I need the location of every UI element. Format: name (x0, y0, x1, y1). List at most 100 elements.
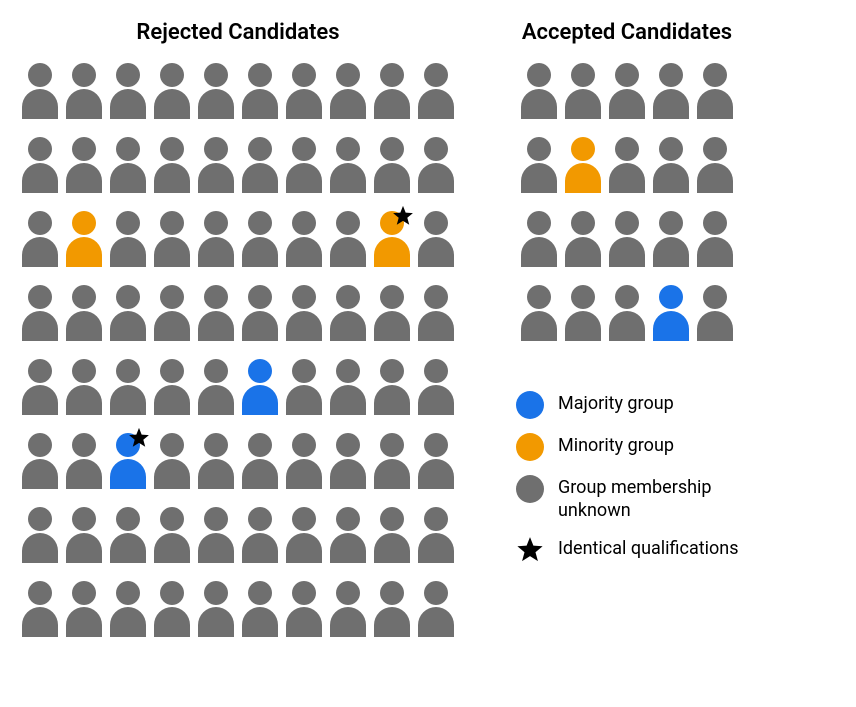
person-icon (20, 137, 60, 193)
person-icon (196, 285, 236, 341)
person-head (160, 285, 184, 309)
person-head (336, 285, 360, 309)
person-body (154, 533, 190, 563)
person-icon (64, 137, 104, 193)
person-head (204, 211, 228, 235)
person-icon (651, 211, 691, 267)
person-body (22, 311, 58, 341)
legend-label: Identical qualifications (558, 536, 739, 561)
person-head (424, 137, 448, 161)
legend-label: Majority group (558, 391, 674, 416)
person-body (154, 385, 190, 415)
person-head (248, 285, 272, 309)
person-head (204, 285, 228, 309)
person-body (374, 533, 410, 563)
person-head (292, 211, 316, 235)
person-icon (152, 285, 192, 341)
person-body (242, 459, 278, 489)
person-icon (108, 581, 148, 637)
person-icon (20, 581, 60, 637)
person-head (336, 581, 360, 605)
person-icon (416, 433, 456, 489)
person-icon (328, 359, 368, 415)
person-body (521, 89, 557, 119)
person-body (22, 163, 58, 193)
person-body (286, 533, 322, 563)
person-body (418, 533, 454, 563)
person-icon (108, 211, 148, 267)
person-body (110, 385, 146, 415)
person-icon (64, 433, 104, 489)
person-icon (152, 359, 192, 415)
person-icon (519, 211, 559, 267)
person-icon (196, 433, 236, 489)
person-head (292, 507, 316, 531)
person-body (22, 533, 58, 563)
person-head (204, 359, 228, 383)
person-head (703, 211, 727, 235)
person-icon (416, 507, 456, 563)
person-body (653, 163, 689, 193)
person-body (66, 89, 102, 119)
accepted-row (519, 211, 735, 267)
person-icon (196, 507, 236, 563)
person-body (66, 237, 102, 267)
person-icon (152, 433, 192, 489)
person-icon (240, 507, 280, 563)
person-head (527, 285, 551, 309)
person-icon (284, 507, 324, 563)
person-body (521, 237, 557, 267)
person-icon (152, 211, 192, 267)
person-icon (328, 507, 368, 563)
person-icon (695, 285, 735, 341)
rejected-panel: Rejected Candidates (20, 20, 456, 637)
person-body (330, 459, 366, 489)
person-head (204, 63, 228, 87)
person-head (703, 63, 727, 87)
accepted-row (519, 285, 735, 341)
person-body (198, 89, 234, 119)
person-body (110, 311, 146, 341)
person-body (242, 89, 278, 119)
person-icon (372, 63, 412, 119)
person-head (28, 211, 52, 235)
person-icon (284, 63, 324, 119)
person-head (248, 581, 272, 605)
person-head (424, 433, 448, 457)
person-head (615, 63, 639, 87)
person-icon (64, 507, 104, 563)
person-icon (416, 63, 456, 119)
person-body (330, 607, 366, 637)
person-head (703, 137, 727, 161)
legend-swatch (516, 391, 544, 419)
person-body (418, 89, 454, 119)
person-head (659, 63, 683, 87)
star-icon (128, 427, 150, 449)
person-icon (328, 581, 368, 637)
person-head (72, 137, 96, 161)
person-body (330, 89, 366, 119)
person-body (66, 533, 102, 563)
accepted-row (519, 137, 735, 193)
person-body (242, 533, 278, 563)
person-icon (20, 433, 60, 489)
rejected-row (20, 433, 456, 489)
person-icon (240, 137, 280, 193)
person-icon (284, 581, 324, 637)
person-icon (519, 285, 559, 341)
person-icon (563, 137, 603, 193)
person-head (424, 285, 448, 309)
person-body (198, 311, 234, 341)
person-head (204, 581, 228, 605)
person-body (242, 607, 278, 637)
person-body (521, 163, 557, 193)
person-icon (108, 137, 148, 193)
person-head (571, 63, 595, 87)
person-head (336, 507, 360, 531)
person-head (615, 211, 639, 235)
person-head (116, 359, 140, 383)
rejected-row (20, 359, 456, 415)
person-head (160, 63, 184, 87)
person-icon (240, 211, 280, 267)
person-body (66, 311, 102, 341)
